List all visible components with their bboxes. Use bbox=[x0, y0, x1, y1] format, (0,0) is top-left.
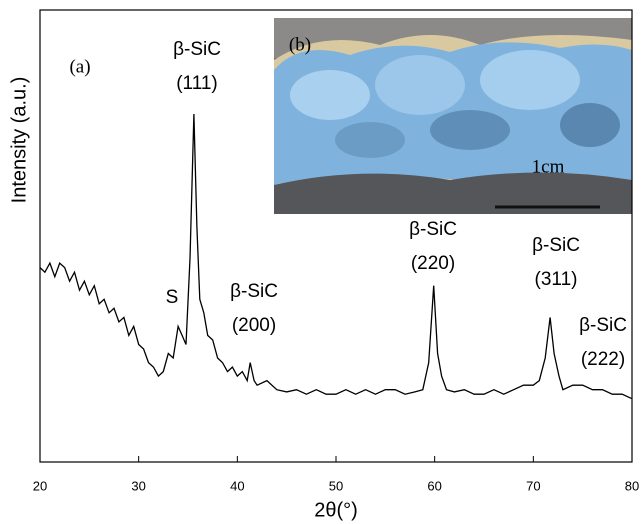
peak-label: (311) bbox=[535, 269, 578, 290]
peak-label: (111) bbox=[176, 73, 218, 94]
scale-label: 1cm bbox=[532, 156, 565, 177]
x-tick-label: 30 bbox=[131, 478, 145, 493]
peak-label: β-SiC bbox=[532, 235, 580, 256]
inset-photo bbox=[274, 18, 632, 214]
peak-label: β-SiC bbox=[579, 315, 627, 336]
x-tick-label: 60 bbox=[427, 478, 441, 493]
x-tick-label: 40 bbox=[230, 478, 244, 493]
peak-label: β-SiC bbox=[173, 39, 221, 60]
peak-label: β-SiC bbox=[409, 219, 457, 240]
x-tick-label: 70 bbox=[526, 478, 540, 493]
peak-label: (222) bbox=[581, 349, 625, 370]
peak-label: S bbox=[166, 287, 179, 308]
peak-label: (200) bbox=[232, 315, 276, 336]
peak-label: (220) bbox=[411, 253, 455, 274]
panel-label: (a) bbox=[69, 56, 90, 77]
x-tick-label: 20 bbox=[33, 478, 47, 493]
x-axis-label: 2θ(°) bbox=[314, 499, 358, 521]
data-line bbox=[39, 113, 633, 400]
y-axis-label: Intensity (a.u.) bbox=[8, 77, 30, 204]
peak-label: β-SiC bbox=[230, 281, 278, 302]
x-tick-label: 80 bbox=[625, 478, 639, 493]
panel-label: (b) bbox=[289, 34, 311, 55]
x-tick-label: 50 bbox=[329, 478, 343, 493]
